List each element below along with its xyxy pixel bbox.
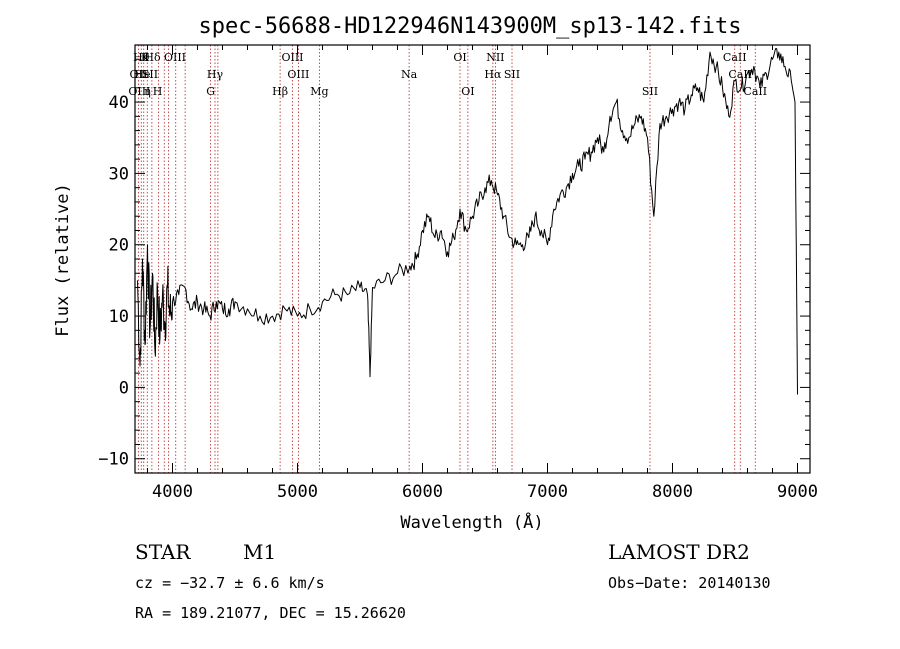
line-label: OIII [128, 85, 150, 98]
plot-frame [134, 44, 811, 474]
x-tick-label: 9000 [777, 482, 818, 502]
x-tick-label: 7000 [527, 482, 568, 502]
object-type: STAR [135, 540, 191, 564]
x-tick-label: 6000 [402, 482, 443, 502]
line-label: OIII [281, 51, 303, 64]
y-axis-title: Flux (relative) [53, 183, 73, 337]
x-tick-label: 5000 [277, 482, 318, 502]
line-label: Hγ [207, 68, 224, 81]
y-tick-label: 40 [109, 93, 129, 113]
line-label: OI [453, 51, 466, 64]
survey-name: LAMOST DR2 [608, 540, 750, 564]
axis-tick-labels: 4000 5000 6000 7000 8000 9000 −10 0 10 20 30 40 [98, 93, 818, 502]
line-label: Na [401, 68, 418, 81]
observation-date: Obs−Date: 20140130 [608, 574, 771, 592]
line-label: η [144, 85, 151, 98]
line-label: K [141, 51, 150, 64]
line-label: OIII [287, 68, 309, 81]
line-label: OI [461, 85, 474, 98]
y-tick-label: 10 [109, 307, 129, 327]
line-label: H [153, 85, 163, 98]
x-tick-label: 4000 [152, 482, 193, 502]
flux-line [137, 48, 798, 395]
y-tick-label: −10 [98, 450, 129, 470]
axis-ticks [135, 44, 810, 474]
line-label: CaII [723, 51, 747, 64]
y-tick-label: 30 [109, 164, 129, 184]
flux-series [137, 48, 798, 395]
y-tick-label: 20 [109, 236, 129, 256]
line-label: Mg [310, 85, 328, 98]
x-axis-title: Wavelength (Å) [400, 511, 543, 533]
line-label: Hδ [144, 51, 161, 64]
line-label: He [134, 68, 150, 81]
x-tick-label: 8000 [652, 482, 693, 502]
coordinates: RA = 189.21077, DEC = 15.26620 [135, 604, 406, 622]
line-label: OIII [164, 51, 186, 64]
reference-lines [137, 45, 756, 473]
line-label: Hα [484, 68, 502, 81]
line-label: G [206, 85, 215, 98]
line-label: SII [642, 85, 658, 98]
line-label: Hβ [272, 85, 288, 98]
line-label: SII [142, 68, 158, 81]
line-label: NII [486, 51, 504, 64]
line-label: CaII [743, 85, 767, 98]
y-tick-label: 0 [119, 378, 129, 398]
chart-title: spec-56688-HD122946N143900M_sp13-142.fit… [198, 14, 741, 39]
line-label: SII [504, 68, 520, 81]
line-label: Hθ [133, 51, 150, 64]
line-label: OII [130, 68, 148, 81]
redshift-readout: cz = −32.7 ± 6.6 km/s [135, 574, 325, 592]
subclass: M1 [243, 540, 277, 564]
